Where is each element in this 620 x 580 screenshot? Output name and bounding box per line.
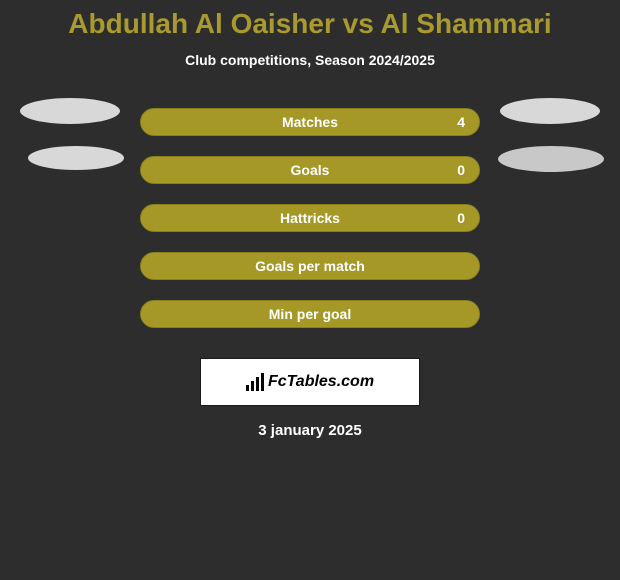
bars-icon	[246, 373, 264, 391]
logo-badge: FcTables.com	[200, 358, 420, 406]
bar-label: Goals	[291, 162, 330, 178]
chart-container: Abdullah Al Oaisher vs Al Shammari Club …	[0, 0, 620, 439]
bar-pill-matches: Matches 4	[140, 108, 480, 136]
bar-pill-hattricks: Hattricks 0	[140, 204, 480, 232]
bar-row: Goals 0	[10, 146, 610, 194]
page-title: Abdullah Al Oaisher vs Al Shammari	[0, 8, 620, 40]
bar-value: 0	[457, 162, 465, 178]
page-subtitle: Club competitions, Season 2024/2025	[0, 52, 620, 68]
bar-label: Matches	[282, 114, 338, 130]
bar-label: Hattricks	[280, 210, 340, 226]
bar-label: Goals per match	[255, 258, 365, 274]
bar-value: 0	[457, 210, 465, 226]
bar-row: Hattricks 0	[10, 194, 610, 242]
bar-value: 4	[457, 114, 465, 130]
bar-row: Goals per match	[10, 242, 610, 290]
badge-text: FcTables.com	[268, 373, 374, 391]
bar-pill-gpm: Goals per match	[140, 252, 480, 280]
date-text: 3 january 2025	[0, 422, 620, 439]
bar-label: Min per goal	[269, 306, 351, 322]
bar-row: Matches 4	[10, 98, 610, 146]
bar-row: Min per goal	[10, 290, 610, 338]
bar-pill-goals: Goals 0	[140, 156, 480, 184]
bars-section: Matches 4 Goals 0 Hattricks 0 Goals per …	[0, 98, 620, 338]
bar-pill-mpg: Min per goal	[140, 300, 480, 328]
